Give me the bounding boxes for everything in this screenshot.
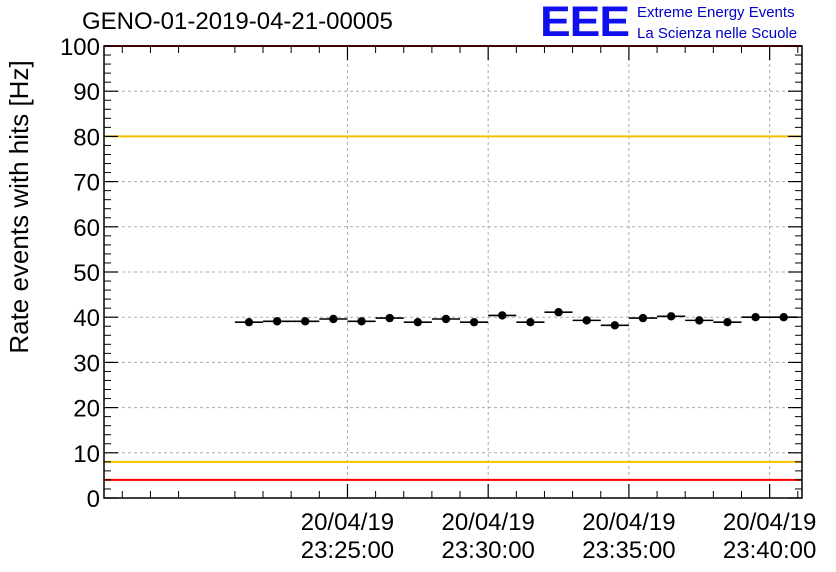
y-tick-label: 10: [73, 441, 100, 468]
data-point-marker: [385, 313, 394, 323]
data-point: [403, 317, 432, 327]
data-point: [375, 313, 404, 323]
x-tick-time: 23:25:00: [301, 537, 394, 564]
axis-labels: 010203040506070809010020/04/1923:25:0020…: [4, 34, 816, 564]
data-point: [319, 314, 348, 324]
data-point: [431, 314, 461, 324]
data-point-marker: [441, 314, 451, 324]
data-point-marker: [610, 321, 620, 330]
data-point-marker: [751, 313, 760, 322]
data-point: [600, 321, 629, 330]
y-tick-label: 30: [73, 350, 100, 377]
data-point-marker: [554, 308, 563, 317]
y-tick-label: 90: [73, 79, 100, 106]
data-point-marker: [526, 317, 535, 327]
threshold-lines: [104, 45, 802, 481]
y-axis-label: Rate events with hits [Hz]: [4, 60, 34, 353]
data-point: [347, 317, 376, 326]
data-point-marker: [695, 316, 704, 325]
data-point-marker: [582, 316, 591, 325]
data-point: [628, 313, 658, 323]
data-point: [234, 317, 264, 327]
y-tick-label: 80: [73, 124, 100, 151]
data-point: [713, 317, 742, 327]
data-point: [263, 317, 292, 326]
data-point: [741, 313, 770, 322]
y-tick-label: 20: [73, 396, 100, 423]
logo-line-2: La Scienza nelle Scuole: [637, 25, 798, 42]
data-point-marker: [469, 317, 479, 327]
x-tick-date: 20/04/19: [582, 509, 675, 536]
axis-ticks: [104, 45, 802, 499]
data-point-marker: [272, 317, 282, 326]
data-point: [516, 317, 545, 327]
y-tick-label: 70: [73, 170, 100, 197]
eee-logo: EEE: [540, 0, 630, 46]
y-tick-label: 50: [73, 260, 100, 287]
data-point-marker: [301, 317, 310, 326]
grid-layer: [104, 46, 802, 498]
data-point-marker: [498, 311, 507, 320]
y-tick-label: 60: [73, 215, 100, 242]
data-point-marker: [329, 314, 338, 324]
x-tick-time: 23:30:00: [441, 537, 534, 564]
x-tick-time: 23:40:00: [723, 537, 816, 564]
data-point: [544, 308, 573, 317]
data-point-marker: [723, 317, 732, 327]
x-tick-date: 20/04/19: [723, 509, 816, 536]
data-points: [234, 308, 798, 330]
y-tick-label: 0: [87, 486, 100, 513]
data-point-marker: [638, 313, 648, 323]
data-point: [769, 313, 798, 322]
chart-title: GENO-01-2019-04-21-00005: [82, 8, 393, 35]
x-tick-date: 20/04/19: [441, 509, 534, 536]
data-point: [657, 312, 686, 321]
x-tick-date: 20/04/19: [301, 509, 394, 536]
x-tick-time: 23:35:00: [582, 537, 675, 564]
data-point: [488, 311, 517, 320]
y-tick-label: 40: [73, 305, 100, 332]
y-tick-label: 100: [60, 34, 100, 61]
data-point: [460, 317, 489, 327]
data-point-marker: [413, 317, 423, 327]
data-point: [572, 316, 601, 325]
data-point-marker: [779, 313, 788, 322]
data-point-marker: [666, 312, 676, 321]
data-point: [291, 317, 320, 326]
logo-line-1: Extreme Energy Events: [637, 4, 795, 21]
data-point: [685, 316, 714, 325]
data-point-marker: [357, 317, 366, 326]
data-point-marker: [244, 317, 254, 327]
